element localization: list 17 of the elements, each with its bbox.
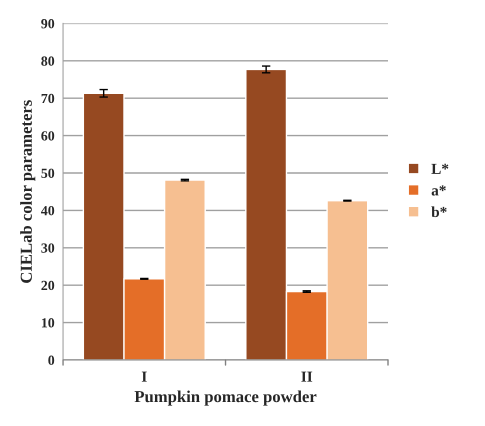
y-tick-label: 0 bbox=[48, 356, 54, 365]
y-tick-label: 70 bbox=[42, 94, 54, 104]
legend-label: L* bbox=[431, 164, 448, 174]
y-tick-label: 50 bbox=[41, 168, 54, 178]
y-tick-label: 90 bbox=[41, 19, 54, 28]
x-tick-label: I bbox=[142, 372, 147, 382]
y-tick-label: 20 bbox=[41, 280, 54, 290]
y-tick-label: 30 bbox=[41, 243, 54, 253]
y-tick-label: 40 bbox=[41, 206, 54, 216]
y-tick-label: 10 bbox=[42, 318, 54, 328]
legend-label: a* bbox=[432, 185, 446, 196]
y-tick-label: 80 bbox=[41, 56, 54, 66]
y-tick-label: 60 bbox=[41, 131, 54, 141]
x-tick-label: II bbox=[301, 372, 312, 382]
x-axis-title: Pumpkin pomace powder bbox=[134, 390, 316, 406]
y-axis-title: CIELab color parameters bbox=[20, 100, 36, 283]
legend-label: b* bbox=[431, 206, 447, 218]
